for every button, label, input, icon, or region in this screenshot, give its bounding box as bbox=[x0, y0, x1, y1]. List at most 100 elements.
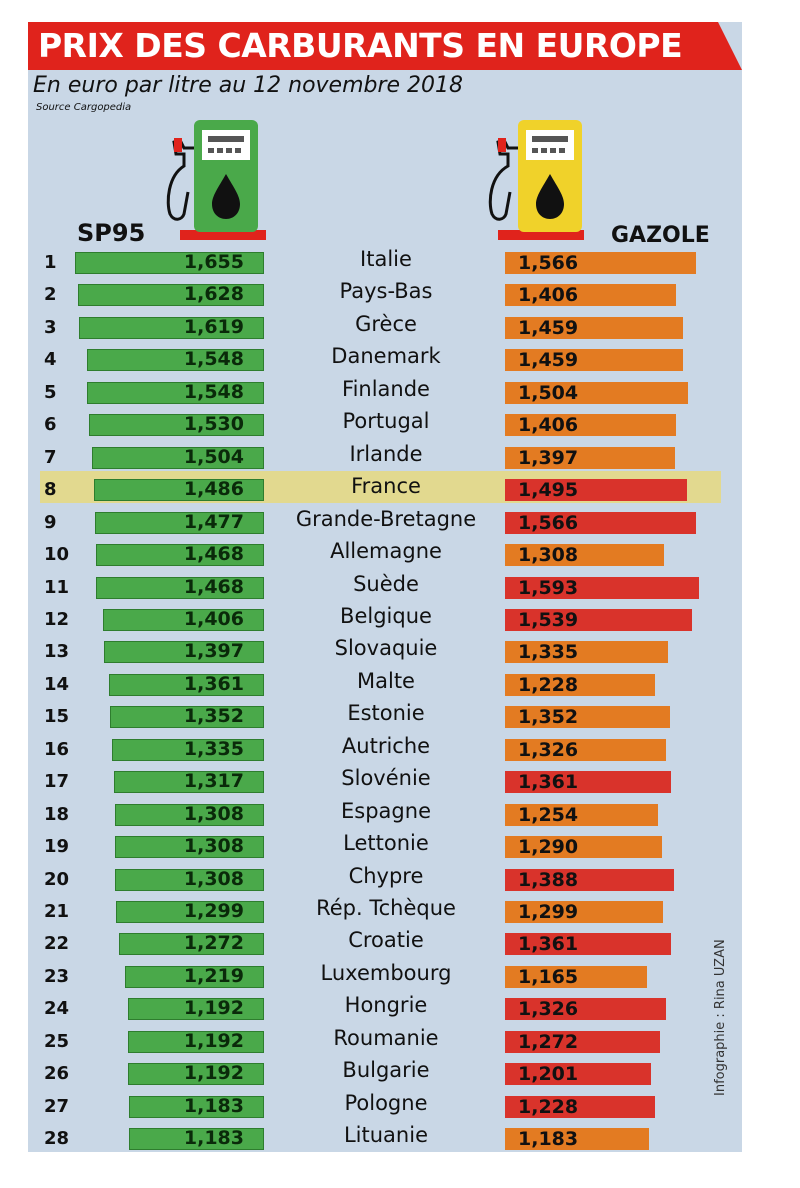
country-label: Lettonie bbox=[343, 831, 429, 856]
gazole-value-label: 1,299 bbox=[518, 901, 579, 923]
chart-subtitle: En euro par litre au 12 novembre 2018 bbox=[33, 73, 464, 98]
gazole-value-label: 1,228 bbox=[518, 1095, 579, 1118]
sp95-value-label: 1,628 bbox=[183, 283, 244, 306]
rank-label: 15 bbox=[44, 706, 70, 728]
gazole-bar bbox=[505, 349, 683, 372]
sp95-value-label: 1,335 bbox=[183, 737, 244, 760]
sp95-value-label: 1,468 bbox=[183, 543, 244, 566]
gazole-bar bbox=[505, 933, 671, 956]
gazole-bar bbox=[505, 316, 683, 339]
sp95-value-label: 1,619 bbox=[183, 315, 244, 338]
country-label: Chypre bbox=[348, 863, 424, 888]
fuel-pump-yellow-icon bbox=[488, 120, 584, 240]
sp95-bar bbox=[75, 252, 264, 274]
sp95-bar bbox=[115, 901, 264, 923]
gazole-bar bbox=[505, 544, 665, 567]
sp95-value-label: 1,183 bbox=[183, 1127, 244, 1150]
rank-label: 4 bbox=[44, 349, 57, 371]
gazole-value-label: 1,326 bbox=[518, 998, 579, 1021]
country-label: Luxembourg bbox=[320, 960, 452, 985]
chart-title: PRIX DES CARBURANTS EN EUROPE bbox=[38, 26, 683, 65]
sp95-value-label: 1,548 bbox=[183, 380, 244, 403]
sp95-value-label: 1,192 bbox=[183, 1029, 244, 1052]
sp95-value-label: 1,468 bbox=[183, 575, 244, 598]
rank-label: 26 bbox=[44, 1063, 70, 1085]
sp95-bar bbox=[95, 511, 264, 534]
rank-label: 7 bbox=[44, 446, 57, 468]
sp95-bar bbox=[111, 738, 264, 761]
rank-label: 12 bbox=[44, 608, 70, 630]
sp95-bar bbox=[127, 1063, 264, 1086]
gazole-bar bbox=[505, 868, 675, 891]
gazole-value-label: 1,361 bbox=[518, 933, 579, 956]
sp95-bar bbox=[108, 673, 264, 696]
rank-label: 9 bbox=[44, 511, 57, 533]
title-banner: PRIX DES CARBURANTS EN EUROPE bbox=[28, 22, 742, 70]
rank-label: 27 bbox=[44, 1095, 70, 1117]
gazole-bar bbox=[505, 608, 693, 631]
gazole-value-label: 1,397 bbox=[518, 446, 579, 469]
sp95-bar bbox=[89, 414, 264, 437]
rank-label: 21 bbox=[44, 901, 70, 922]
gazole-value-label: 1,539 bbox=[518, 608, 579, 631]
country-label: Finlande bbox=[342, 376, 430, 401]
sp95-value-label: 1,308 bbox=[183, 867, 244, 890]
gazole-value-label: 1,308 bbox=[518, 544, 579, 567]
gazole-value-label: 1,290 bbox=[518, 836, 579, 859]
sp95-bar bbox=[96, 544, 264, 567]
rank-label: 1 bbox=[44, 252, 57, 273]
country-label: Hongrie bbox=[344, 993, 428, 1018]
sp95-value-label: 1,183 bbox=[183, 1094, 244, 1117]
source-note: Source Cargopedia bbox=[36, 102, 132, 113]
country-label: Bulgarie bbox=[342, 1058, 430, 1083]
gazole-bar bbox=[505, 706, 670, 729]
gazole-value-label: 1,183 bbox=[518, 1128, 579, 1151]
sp95-value-label: 1,504 bbox=[183, 445, 244, 468]
gazole-value-label: 1,361 bbox=[518, 771, 579, 794]
gazole-value-label: 1,504 bbox=[518, 381, 579, 404]
country-label: France bbox=[351, 474, 421, 499]
rank-label: 14 bbox=[44, 673, 70, 695]
sp95-value-label: 1,655 bbox=[183, 251, 244, 273]
gazole-bar bbox=[505, 1063, 652, 1086]
sp95-value-label: 1,308 bbox=[183, 802, 244, 825]
rank-label: 6 bbox=[44, 414, 57, 436]
sp95-bar bbox=[114, 868, 264, 891]
sp95-bar bbox=[124, 965, 264, 988]
sp95-value-label: 1,477 bbox=[183, 510, 244, 533]
sp95-value-label: 1,486 bbox=[183, 478, 244, 501]
rank-label: 16 bbox=[44, 738, 70, 760]
gazole-value-label: 1,201 bbox=[518, 1063, 579, 1086]
gazole-value-label: 1,566 bbox=[518, 252, 579, 274]
rank-label: 24 bbox=[44, 998, 70, 1020]
gazole-bar bbox=[505, 803, 658, 826]
rank-label: 13 bbox=[44, 641, 70, 663]
rank-label: 28 bbox=[44, 1128, 70, 1150]
gazole-bar bbox=[505, 673, 655, 696]
country-label: Suède bbox=[353, 571, 419, 596]
gazole-bar bbox=[505, 479, 688, 502]
country-label: Pays-Bas bbox=[339, 279, 433, 304]
sp95-value-label: 1,192 bbox=[183, 1062, 244, 1085]
country-label: Belgique bbox=[340, 603, 432, 628]
sp95-bar bbox=[128, 1095, 264, 1118]
gazole-value-label: 1,254 bbox=[518, 803, 579, 826]
gazole-value-label: 1,272 bbox=[518, 1030, 579, 1053]
sp95-value-label: 1,192 bbox=[183, 997, 244, 1020]
sp95-bar bbox=[104, 641, 264, 664]
sp95-bar bbox=[114, 836, 264, 859]
rank-label: 5 bbox=[44, 381, 57, 403]
country-label: Allemagne bbox=[330, 539, 442, 564]
country-label: Malte bbox=[357, 668, 415, 693]
gazole-bar bbox=[505, 901, 664, 923]
sp95-value-label: 1,272 bbox=[183, 932, 244, 955]
sp95-value-label: 1,406 bbox=[183, 607, 244, 630]
country-label: Italie bbox=[360, 247, 412, 271]
gazole-value-label: 1,335 bbox=[518, 641, 579, 664]
sp95-bar bbox=[96, 576, 264, 599]
gazole-bar bbox=[505, 965, 647, 988]
sp95-bar bbox=[109, 706, 264, 729]
sp95-bar bbox=[87, 349, 264, 372]
rank-label: 23 bbox=[44, 965, 70, 987]
rank-label: 8 bbox=[44, 479, 57, 501]
